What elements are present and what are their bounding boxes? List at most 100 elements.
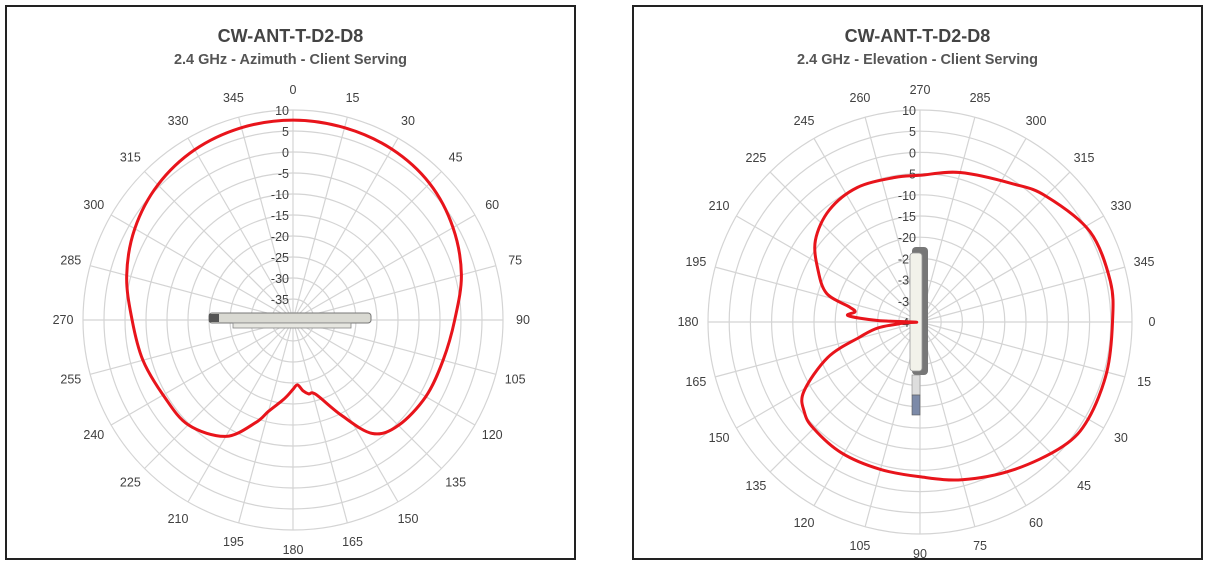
radial-tick-label: 5 <box>282 125 289 139</box>
angle-tick-label: 285 <box>970 91 991 105</box>
angle-tick-label: 180 <box>283 543 304 557</box>
angle-tick-label: 180 <box>678 315 699 329</box>
angle-tick-label: 105 <box>850 539 871 553</box>
elevation-polar-plot: 0153045607590105120135150165180195210225… <box>678 83 1156 558</box>
angle-tick-label: 150 <box>709 431 730 445</box>
grid-spoke <box>238 117 294 321</box>
grid-spoke <box>292 117 348 321</box>
angle-tick-label: 315 <box>1074 151 1095 165</box>
antenna-body-icon <box>909 252 923 372</box>
angle-tick-label: 225 <box>746 151 767 165</box>
angle-tick-label: 75 <box>508 253 522 267</box>
angle-tick-label: 150 <box>398 512 419 526</box>
grid-spoke <box>144 171 294 321</box>
angle-tick-label: 315 <box>120 150 141 164</box>
angle-tick-label: 45 <box>449 150 463 164</box>
pattern-line <box>800 170 1115 482</box>
radial-tick-label: -10 <box>271 188 289 202</box>
radial-tick-label: -20 <box>898 231 916 245</box>
grid-spoke <box>110 319 294 426</box>
grid-spoke <box>736 215 921 323</box>
angle-tick-label: 60 <box>485 198 499 212</box>
angle-tick-label: 120 <box>482 428 503 442</box>
angle-tick-label: 90 <box>913 547 927 558</box>
angle-tick-label: 285 <box>60 253 81 267</box>
angle-tick-label: 60 <box>1029 516 1043 530</box>
grid-spoke <box>292 319 348 523</box>
radial-tick-label: 10 <box>275 104 289 118</box>
angle-tick-label: 195 <box>685 255 706 269</box>
angle-tick-label: 30 <box>1114 431 1128 445</box>
grid-spoke <box>715 321 921 378</box>
grid-spoke <box>292 265 496 321</box>
angle-tick-label: 345 <box>223 91 244 105</box>
radial-tick-label: -25 <box>271 251 289 265</box>
grid-spoke <box>919 321 1027 506</box>
angle-tick-label: 270 <box>910 83 931 97</box>
grid-spoke <box>919 138 1027 323</box>
angle-tick-label: 135 <box>746 479 767 493</box>
grid-spoke <box>769 321 921 473</box>
grid-spoke <box>919 321 1125 378</box>
chart-title: CW-ANT-T-D2-D8 <box>844 26 991 46</box>
grid-spoke <box>919 117 976 323</box>
angle-tick-label: 135 <box>445 476 466 490</box>
angle-tick-label: 300 <box>83 198 104 212</box>
grid-spoke <box>292 171 442 321</box>
pattern-line <box>125 118 463 438</box>
angle-tick-label: 90 <box>516 313 530 327</box>
grid-spoke <box>292 319 476 426</box>
angle-tick-label: 270 <box>53 313 74 327</box>
radial-tick-label: 10 <box>902 104 916 118</box>
grid-spoke <box>292 319 399 503</box>
angle-tick-label: 225 <box>120 476 141 490</box>
grid-spoke <box>292 319 496 375</box>
antenna-connector-icon <box>911 394 921 416</box>
grid-spoke <box>292 137 399 321</box>
chart-title: CW-ANT-T-D2-D8 <box>217 26 364 46</box>
radial-tick-label: 0 <box>909 146 916 160</box>
grid-spoke <box>90 265 294 321</box>
angle-tick-label: 255 <box>60 373 81 387</box>
radial-tick-label: -15 <box>271 209 289 223</box>
grid-spoke <box>292 319 442 469</box>
angle-tick-label: 120 <box>794 516 815 530</box>
angle-tick-label: 75 <box>973 539 987 553</box>
angle-tick-label: 260 <box>850 91 871 105</box>
radial-tick-label: -5 <box>278 167 289 181</box>
chart-subtitle: 2.4 GHz - Elevation - Client Serving <box>797 52 1038 68</box>
angle-tick-label: 330 <box>168 114 189 128</box>
grid-spoke <box>919 266 1125 323</box>
angle-tick-label: 45 <box>1077 479 1091 493</box>
angle-tick-label: 0 <box>1149 315 1156 329</box>
radial-tick-label: -35 <box>271 293 289 307</box>
angle-tick-label: 330 <box>1110 199 1131 213</box>
chart-subtitle: 2.4 GHz - Azimuth - Client Serving <box>173 52 408 68</box>
angle-tick-label: 105 <box>505 373 526 387</box>
grid-spoke <box>919 321 1071 473</box>
radial-tick-label: -30 <box>271 272 289 286</box>
azimuth-chart-panel: CW-ANT-T-D2-D8 2.4 GHz - Azimuth - Clien… <box>5 5 576 560</box>
angle-tick-label: 210 <box>168 512 189 526</box>
grid-spoke <box>90 319 294 375</box>
grid-spoke <box>813 321 921 506</box>
angle-tick-label: 345 <box>1134 255 1155 269</box>
grid-spoke <box>813 138 921 323</box>
radial-tick-label: -15 <box>898 210 916 224</box>
grid-spoke <box>769 171 921 323</box>
angle-tick-label: 0 <box>290 83 297 97</box>
radial-tick-label: -10 <box>898 189 916 203</box>
angle-tick-label: 165 <box>685 375 706 389</box>
grid-spoke <box>110 214 294 321</box>
elevation-chart-panel: CW-ANT-T-D2-D8 2.4 GHz - Elevation - Cli… <box>632 5 1203 560</box>
angle-tick-label: 245 <box>794 114 815 128</box>
grid-spoke <box>144 319 294 469</box>
angle-tick-label: 240 <box>83 428 104 442</box>
radial-tick-label: -20 <box>271 230 289 244</box>
angle-tick-label: 165 <box>342 535 363 549</box>
grid-spoke <box>715 266 921 323</box>
angle-tick-label: 15 <box>1137 375 1151 389</box>
grid-spoke <box>238 319 294 523</box>
radial-tick-label: 0 <box>282 146 289 160</box>
angle-tick-label: 30 <box>401 114 415 128</box>
